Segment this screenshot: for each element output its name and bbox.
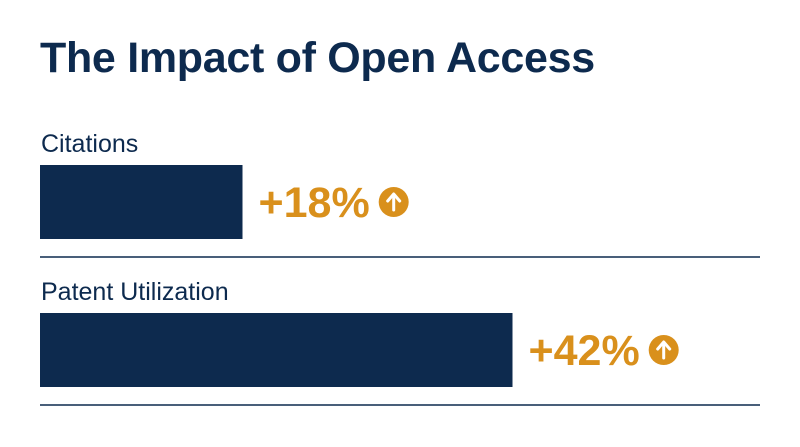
arrow-up-circle-icon <box>378 187 409 217</box>
arrow-up-circle-icon <box>648 335 679 365</box>
value-label: +18% <box>259 179 370 227</box>
category-label: Citations <box>41 130 138 158</box>
bar <box>40 313 513 387</box>
chart-title: The Impact of Open Access <box>40 34 595 82</box>
value-label: +42% <box>529 327 640 375</box>
icon-arrow-head <box>656 340 672 351</box>
bar-row: Patent Utilization +42% <box>40 278 760 406</box>
bar <box>40 165 243 239</box>
category-label: Patent Utilization <box>41 278 229 306</box>
icon-arrow-head <box>386 192 402 203</box>
bar-row: Citations +18% <box>40 130 760 258</box>
chart-rows: Citations +18% Patent Utilization +42% <box>40 130 760 406</box>
